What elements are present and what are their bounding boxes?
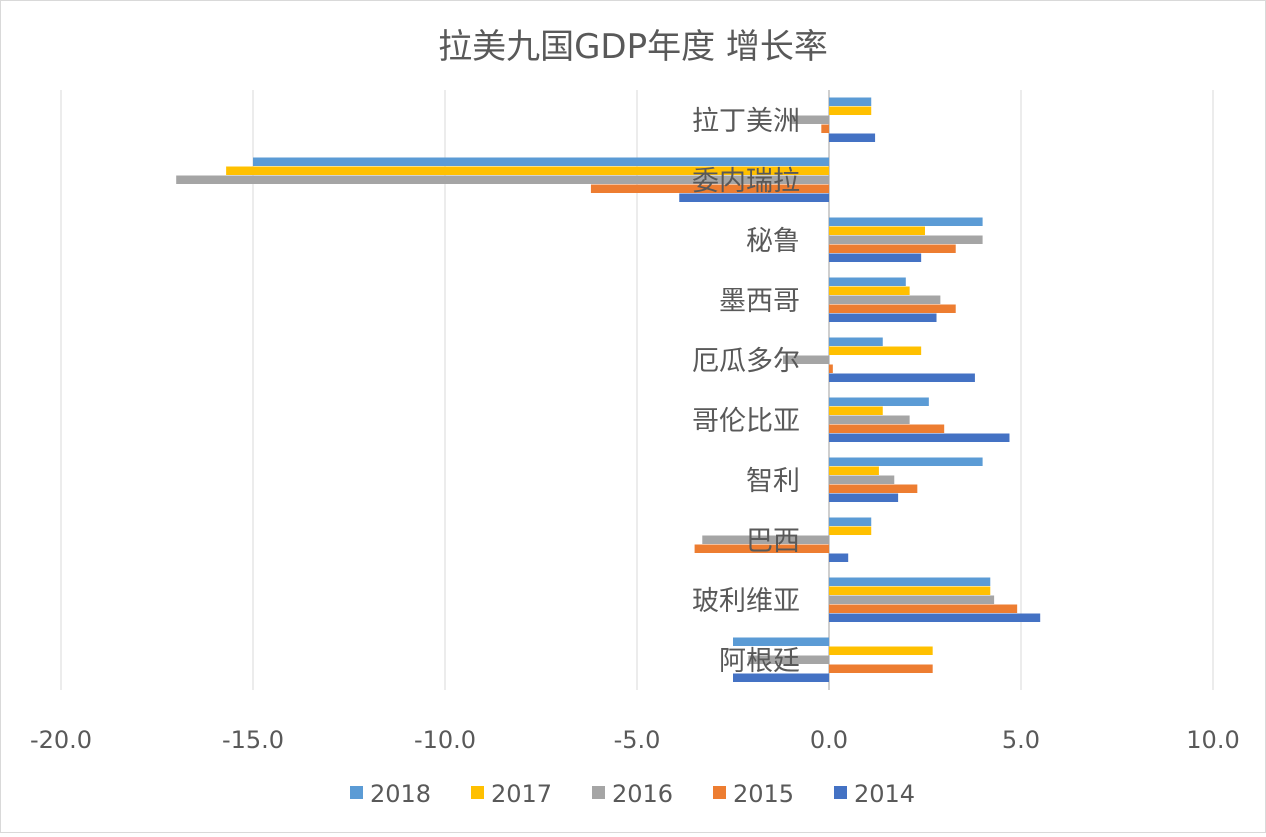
legend-swatch-2017 bbox=[471, 786, 484, 799]
x-tick-label: -20.0 bbox=[30, 726, 92, 754]
bar-2014 bbox=[733, 673, 829, 682]
category-label: 委内瑞拉 bbox=[692, 166, 800, 197]
bar-2016 bbox=[748, 655, 829, 664]
bar-2017 bbox=[829, 466, 879, 475]
bar-2016 bbox=[829, 295, 941, 304]
bar-2015 bbox=[829, 364, 833, 373]
bar-2017 bbox=[829, 226, 925, 235]
bar-2015 bbox=[694, 544, 829, 553]
bar-2014 bbox=[829, 493, 899, 502]
bar-2014 bbox=[829, 133, 876, 142]
category-label: 拉丁美洲 bbox=[692, 106, 800, 137]
bar-2017 bbox=[829, 286, 910, 295]
bar-2017 bbox=[829, 586, 991, 595]
bar-2018 bbox=[829, 337, 883, 346]
category-label: 墨西哥 bbox=[719, 286, 800, 317]
bar-2016 bbox=[790, 115, 829, 124]
bar-2015 bbox=[829, 484, 918, 493]
bar-2014 bbox=[679, 193, 829, 202]
bar-2014 bbox=[829, 553, 849, 562]
bar-2015 bbox=[590, 184, 829, 193]
x-tick-label: 0.0 bbox=[810, 726, 848, 754]
bar-2015 bbox=[829, 424, 945, 433]
bar-2016 bbox=[176, 175, 829, 184]
bar-2018 bbox=[829, 517, 872, 526]
bar-2016 bbox=[829, 475, 895, 484]
x-tick-label: 5.0 bbox=[1002, 726, 1040, 754]
category-label: 智利 bbox=[746, 466, 800, 497]
bar-2016 bbox=[829, 235, 983, 244]
bar-2018 bbox=[253, 157, 829, 166]
legend-swatch-2014 bbox=[834, 786, 847, 799]
bar-2018 bbox=[829, 397, 929, 406]
bar-2017 bbox=[829, 346, 922, 355]
chart-title: 拉美九国GDP年度 增长率 bbox=[438, 27, 828, 67]
legend-label: 2015 bbox=[733, 780, 794, 808]
bar-2017 bbox=[829, 106, 872, 115]
bar-2016 bbox=[829, 595, 995, 604]
bar-2017 bbox=[829, 406, 883, 415]
bar-2016 bbox=[782, 355, 829, 364]
legend-swatch-2015 bbox=[713, 786, 726, 799]
category-label: 厄瓜多尔 bbox=[692, 346, 800, 377]
category-label: 玻利维亚 bbox=[692, 586, 800, 617]
bar-2014 bbox=[829, 313, 937, 322]
bar-2015 bbox=[829, 244, 956, 253]
bar-2016 bbox=[702, 535, 829, 544]
category-label: 巴西 bbox=[746, 526, 800, 557]
bar-2018 bbox=[733, 637, 829, 646]
bar-2018 bbox=[829, 217, 983, 226]
bar-2018 bbox=[829, 577, 991, 586]
bar-2014 bbox=[829, 253, 922, 262]
bar-2015 bbox=[829, 604, 1018, 613]
bar-2015 bbox=[821, 124, 829, 133]
bar-2016 bbox=[829, 415, 910, 424]
legend-label: 2017 bbox=[491, 780, 552, 808]
legend-swatch-2016 bbox=[592, 786, 605, 799]
bar-2018 bbox=[829, 457, 983, 466]
bar-2014 bbox=[829, 373, 975, 382]
bar-2014 bbox=[829, 613, 1041, 622]
bar-2017 bbox=[226, 166, 829, 175]
category-label: 哥伦比亚 bbox=[692, 406, 800, 437]
x-tick-label: -15.0 bbox=[222, 726, 284, 754]
category-label: 秘鲁 bbox=[746, 226, 800, 257]
bar-2017 bbox=[829, 646, 933, 655]
bar-2015 bbox=[829, 664, 933, 673]
x-tick-label: 10.0 bbox=[1186, 726, 1239, 754]
x-tick-label: -10.0 bbox=[414, 726, 476, 754]
bar-2018 bbox=[829, 277, 906, 286]
bar-2015 bbox=[829, 304, 956, 313]
bar-2017 bbox=[829, 526, 872, 535]
legend-swatch-2018 bbox=[350, 786, 363, 799]
legend-label: 2016 bbox=[612, 780, 673, 808]
legend-label: 2018 bbox=[370, 780, 431, 808]
x-tick-label: -5.0 bbox=[614, 726, 661, 754]
legend-label: 2014 bbox=[854, 780, 915, 808]
category-label: 阿根廷 bbox=[719, 646, 800, 677]
bar-2018 bbox=[829, 97, 872, 106]
bar-2014 bbox=[829, 433, 1010, 442]
